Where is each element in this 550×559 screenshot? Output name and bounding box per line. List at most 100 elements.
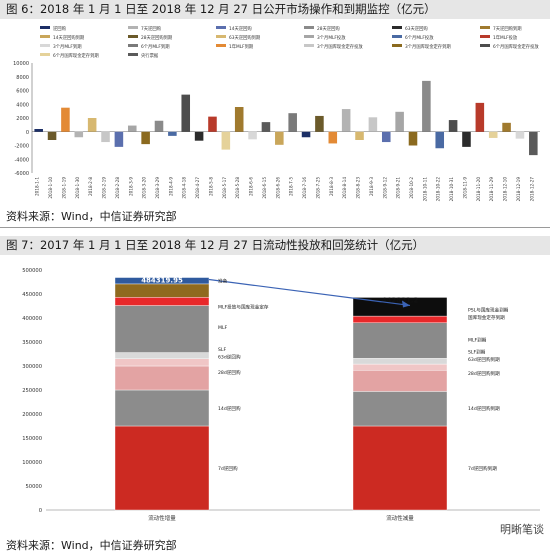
watermark-text: 明晰笔谈 (500, 523, 544, 536)
x-tick-label: 2018-6-15 (262, 177, 267, 199)
bar (181, 94, 191, 132)
bar (221, 131, 231, 150)
stacked-bar-segment (114, 283, 210, 298)
segment-label: PSL与国库现金到期 (468, 306, 509, 313)
bar (74, 131, 84, 138)
legend-swatch (480, 44, 490, 47)
y-tick-label: 6000 (16, 89, 29, 95)
y-tick-label: 50000 (25, 484, 42, 490)
legend-label: 28天逆回购 (317, 25, 340, 32)
x-tick-label: 2018-8-23 (356, 177, 361, 199)
stacked-bar-segment (352, 358, 448, 365)
x-tick-label: 2018-10-31 (449, 177, 454, 202)
legend-swatch (40, 44, 50, 47)
x-tick-label: 2018-10-2 (409, 177, 414, 199)
x-tick-label: 2018-4-18 (182, 177, 187, 199)
segment-label: MLF投放与国库现金定存 (218, 303, 269, 310)
legend-swatch (40, 35, 50, 38)
bar (328, 131, 338, 144)
y-tick-label: 100000 (22, 460, 42, 466)
x-tick-label: 2018-4-27 (195, 177, 200, 199)
legend-label: 央行票据 (141, 52, 159, 59)
bar (288, 113, 297, 132)
x-tick-label: 2018-3-9 (128, 177, 133, 196)
stacked-bar-segment (352, 370, 448, 392)
legend-swatch (480, 26, 490, 29)
x-tick-label: 2018-2-28 (115, 177, 120, 199)
x-tick-label: 2018-12-10 (503, 177, 508, 202)
legend-swatch (216, 44, 226, 47)
legend-label: 28天逆回购到期 (141, 34, 172, 41)
legend-swatch (304, 44, 314, 47)
y-tick-label: 0 (26, 130, 29, 136)
legend-swatch (392, 35, 402, 38)
segment-label: 国库现金定存到期 (468, 314, 505, 321)
bar (248, 131, 257, 140)
bar (234, 107, 244, 132)
bar (127, 125, 137, 132)
y-tick-label: 300000 (22, 364, 42, 370)
legend-swatch (128, 35, 138, 38)
y-tick-label: 2000 (16, 116, 29, 122)
stacked-bar-segment (114, 352, 210, 359)
x-tick-label: 2018-11-9 (462, 177, 467, 199)
x-tick-label: 2018-7-5 (289, 177, 294, 196)
legend-swatch (40, 53, 50, 56)
x-tick-label: 2018-6-6 (249, 177, 254, 196)
bar (114, 131, 124, 147)
x-tick-label: 2018-3-20 (142, 177, 147, 199)
bar (488, 131, 498, 138)
bar (47, 131, 57, 140)
stacked-bar-segment (352, 315, 448, 323)
legend-label: 7天逆回购到期 (493, 25, 522, 32)
y-tick-label: 400000 (22, 316, 42, 322)
x-tick-label: 2018-11-20 (476, 177, 481, 202)
x-tick-label: 2018-1-10 (48, 177, 53, 199)
legend-label: 7天逆回购 (141, 25, 161, 32)
segment-label: 准备 (218, 278, 228, 285)
x-tick-label: 2018-1-1 (35, 177, 40, 196)
x-tick-label: 2018-1-19 (61, 177, 66, 199)
bar (529, 131, 538, 156)
bar (275, 131, 284, 145)
stacked-bar-segment (114, 297, 210, 306)
x-tick-label: 2018-9-3 (369, 177, 374, 196)
bar (422, 80, 431, 132)
stacked-bar-segment (114, 365, 210, 391)
y-tick-label: 150000 (22, 436, 42, 442)
x-tick-label: 2018-8-3 (329, 177, 334, 196)
y-tick-label: 350000 (22, 340, 42, 346)
legend-label: 3个月国库现金定存到期 (405, 43, 451, 50)
bar (168, 131, 177, 136)
legend-label: 1年MLF投放 (493, 34, 518, 41)
bar (448, 120, 458, 132)
x-tick-label: 2018-12-27 (529, 177, 534, 202)
legend-label: 3个月MLF到期 (53, 43, 82, 50)
x-tick-label: 2018-7-25 (315, 177, 320, 199)
y-tick-label: 0 (39, 508, 42, 514)
stacked-bar-segment (114, 389, 210, 427)
x-tick-label: 2018-5-28 (235, 177, 240, 199)
legend-label: 6个月国库现金定存到期 (53, 52, 99, 59)
bar (34, 129, 43, 132)
y-tick-label: 500000 (22, 268, 42, 274)
legend-swatch (216, 26, 226, 29)
stacked-bar-segment (114, 305, 210, 353)
bar (395, 111, 404, 132)
legend-swatch (480, 35, 490, 38)
x-tick-label: 2018-1-30 (75, 177, 80, 199)
x-tick-label: 2018-11-29 (489, 177, 494, 202)
segment-label: 7d逆回购到期 (468, 465, 497, 472)
segment-label: MLF (218, 325, 228, 331)
stacked-bar-segment (352, 297, 448, 317)
bar (141, 131, 150, 145)
legend-swatch (128, 53, 138, 56)
x-tick-label: 2018-7-16 (302, 177, 307, 199)
bar (61, 107, 70, 132)
y-tick-label: -4000 (14, 157, 29, 163)
legend-swatch (128, 26, 138, 29)
y-tick-label: 250000 (22, 388, 42, 394)
bar (101, 131, 110, 143)
legend-label: 14天逆回购到期 (53, 34, 84, 41)
bar (341, 109, 351, 132)
